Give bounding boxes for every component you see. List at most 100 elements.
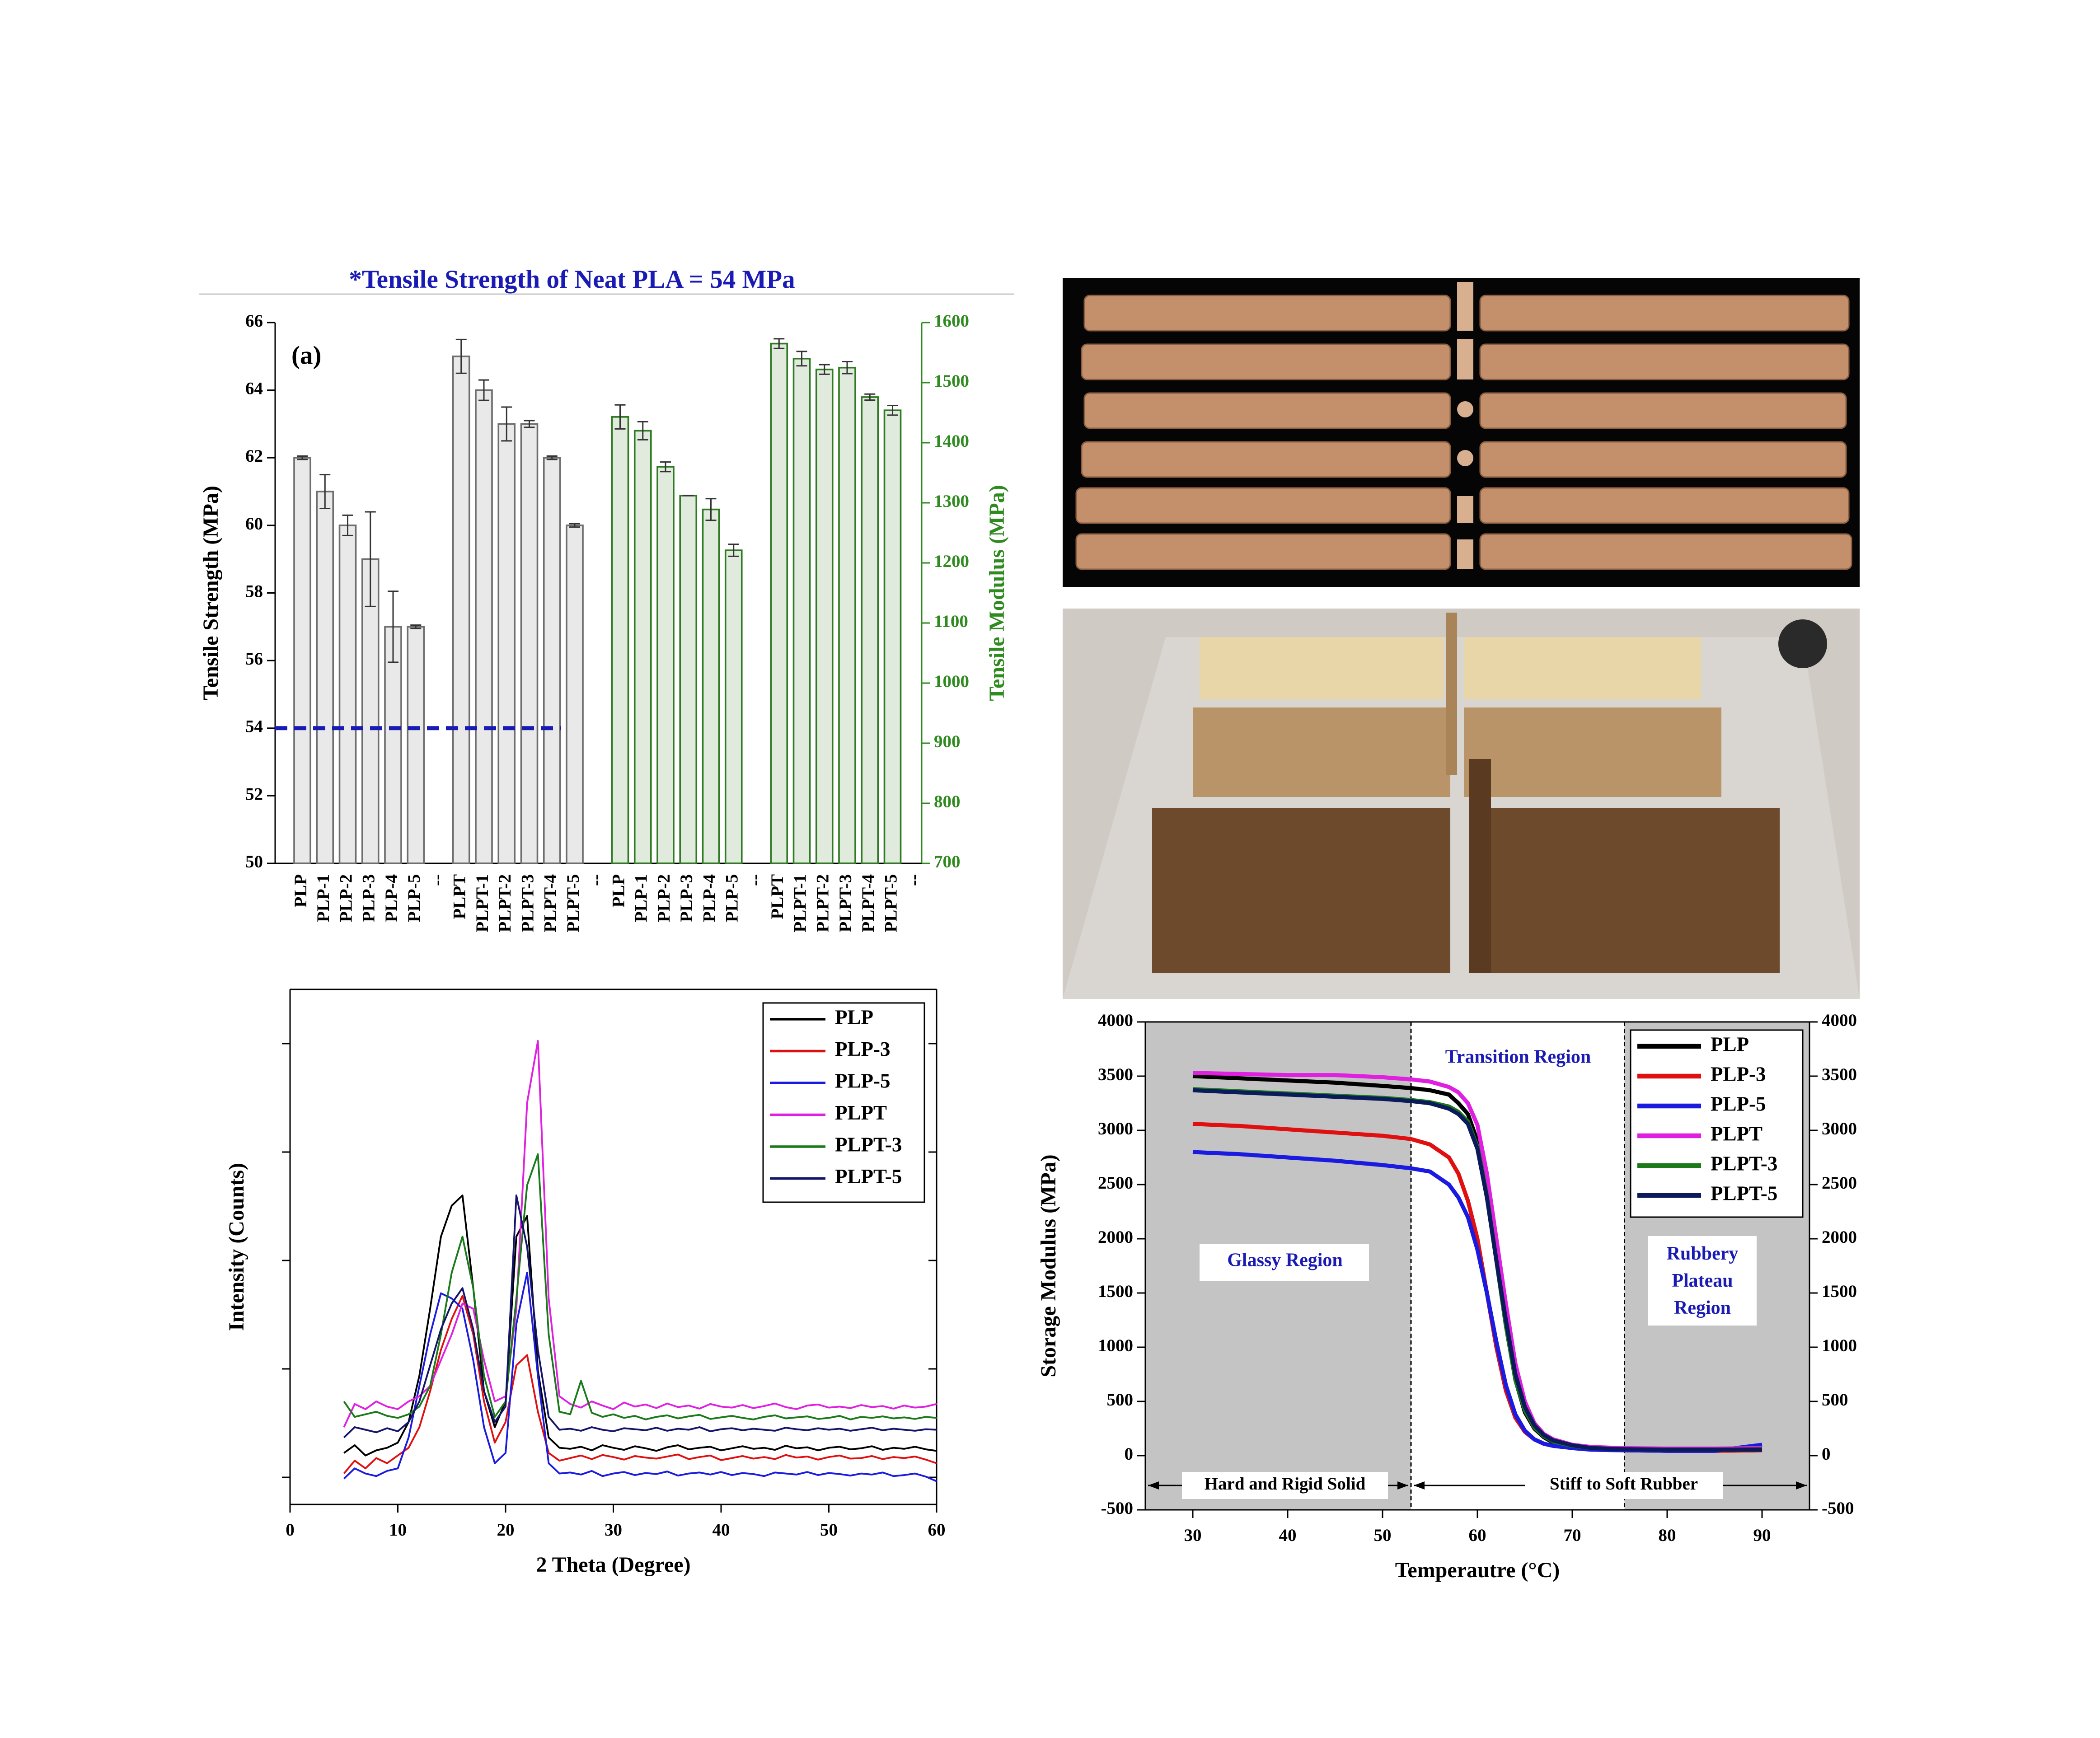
y2-tick-label: 2500 [1822, 1173, 1857, 1193]
legend-label: PLPT [835, 1101, 887, 1124]
annotation: Transition Region [1445, 1047, 1591, 1068]
y-tick-label: 50 [245, 852, 263, 871]
legend-label: PLPT-5 [835, 1165, 902, 1188]
bar [656, 466, 675, 864]
annotation-box [1648, 1236, 1757, 1326]
y-tick-label: 66 [245, 311, 263, 331]
error-bar [455, 338, 467, 374]
error-bar [410, 624, 422, 629]
bar [838, 366, 856, 864]
legend-box [762, 1002, 925, 1203]
bar [407, 626, 425, 864]
x-tick-label: 30 [1184, 1526, 1202, 1545]
x-tick-label: 0 [286, 1520, 295, 1540]
annotation-box [1525, 1472, 1723, 1499]
bar [293, 457, 311, 864]
x-tick-label: PLP-5 [404, 874, 424, 922]
error-bar [796, 351, 807, 367]
y2-tick-label: -500 [1822, 1499, 1854, 1518]
y-tick-label: 1500 [1098, 1282, 1133, 1301]
legend-label: PLPT [1711, 1122, 1762, 1145]
y2-tick-label: 1200 [934, 552, 969, 571]
x-tick-label: -- [586, 874, 605, 886]
bar [724, 549, 743, 864]
error-bar [569, 523, 581, 528]
x-tick-label: PLP-2 [654, 874, 674, 922]
error-bar [319, 474, 331, 509]
data-line [343, 1295, 937, 1474]
bar [883, 409, 902, 864]
annotation: Stiff to Soft Rubber [1550, 1474, 1698, 1494]
error-bar [365, 511, 376, 607]
y-tick-label: 0 [1125, 1444, 1134, 1464]
x-tick-label: PLPT [768, 874, 787, 919]
annotation: Hard and Rigid Solid [1205, 1474, 1366, 1494]
x-tick-label: 10 [389, 1520, 407, 1540]
arrow-head [1148, 1481, 1159, 1490]
x-tick-label: PLPT-1 [473, 874, 492, 932]
y-tick-label: 54 [245, 717, 263, 736]
data-line [1192, 1088, 1762, 1452]
y2-tick-label: 3000 [1822, 1119, 1857, 1138]
annotation-box [1182, 1472, 1388, 1499]
y2-tick-label: 4000 [1822, 1011, 1857, 1030]
legend-label: PLP [1711, 1033, 1749, 1055]
x-tick-label: -- [745, 874, 764, 886]
bar [475, 389, 493, 864]
y2-tick-label: 800 [934, 792, 961, 811]
bar [316, 491, 334, 864]
x-tick-label: PLPT-5 [563, 874, 583, 932]
x-tick-label: PLP-3 [677, 874, 696, 922]
bar [543, 457, 561, 864]
x-tick-label: PLP-5 [722, 874, 742, 922]
x-tick-label: PLPT-5 [881, 874, 900, 932]
x-tick-label: 40 [712, 1520, 730, 1540]
y2-tick-label: 700 [934, 852, 961, 871]
error-bar [773, 338, 785, 349]
arrow-head [1397, 1481, 1409, 1490]
x-tick-label: -- [427, 874, 446, 886]
x-tick-label: PLPT-4 [541, 874, 560, 932]
y2-tick-label: 1000 [934, 672, 969, 691]
x-tick-label: PLPT-3 [518, 874, 537, 932]
x-tick-label: PLPT-1 [790, 874, 810, 932]
y2-tick-label: 1300 [934, 492, 969, 511]
legend-label: PLPT-5 [1711, 1182, 1777, 1204]
legend-label: PLPT-3 [1711, 1152, 1777, 1175]
x-tick-label: PLPT-3 [836, 874, 855, 932]
legend-label: PLP-5 [1711, 1092, 1766, 1115]
y-tick-label: 4000 [1098, 1011, 1133, 1030]
y-tick-label: 2000 [1098, 1227, 1133, 1247]
bar [679, 495, 698, 864]
y-tick-label: 1000 [1098, 1336, 1133, 1355]
legend-label: PLP [835, 1006, 873, 1028]
intensity-ticks [282, 1043, 937, 1478]
arrow-head [1414, 1481, 1425, 1490]
y2-tick-label: 3500 [1822, 1065, 1857, 1084]
annotation: Rubbery Plateau Region [1667, 1243, 1739, 1318]
y2-tick-label: 0 [1822, 1444, 1831, 1464]
bar [633, 430, 652, 864]
bar [702, 508, 720, 864]
error-bar [819, 364, 830, 375]
x-tick-label: PLP-4 [382, 874, 401, 922]
legend-label: PLP-5 [835, 1069, 890, 1092]
x-tick-label: 40 [1279, 1526, 1297, 1545]
x-tick-label: PLPT-4 [858, 874, 878, 932]
bar [338, 525, 357, 864]
data-line [343, 1040, 937, 1428]
y-tick-label: 56 [245, 649, 263, 669]
legend-box [1630, 1029, 1804, 1218]
x-tick-label: -- [904, 874, 923, 886]
error-bar [705, 498, 717, 521]
data-line [343, 1272, 937, 1482]
x-tick-label: PLP-1 [314, 874, 333, 922]
x-tick-label: PLP-2 [336, 874, 356, 922]
photo-table [1063, 609, 1860, 999]
x-tick-label: PLPT [450, 874, 469, 919]
annotation-box [1200, 1244, 1369, 1281]
error-bar [728, 543, 739, 557]
panel-label: (a) [291, 341, 321, 370]
